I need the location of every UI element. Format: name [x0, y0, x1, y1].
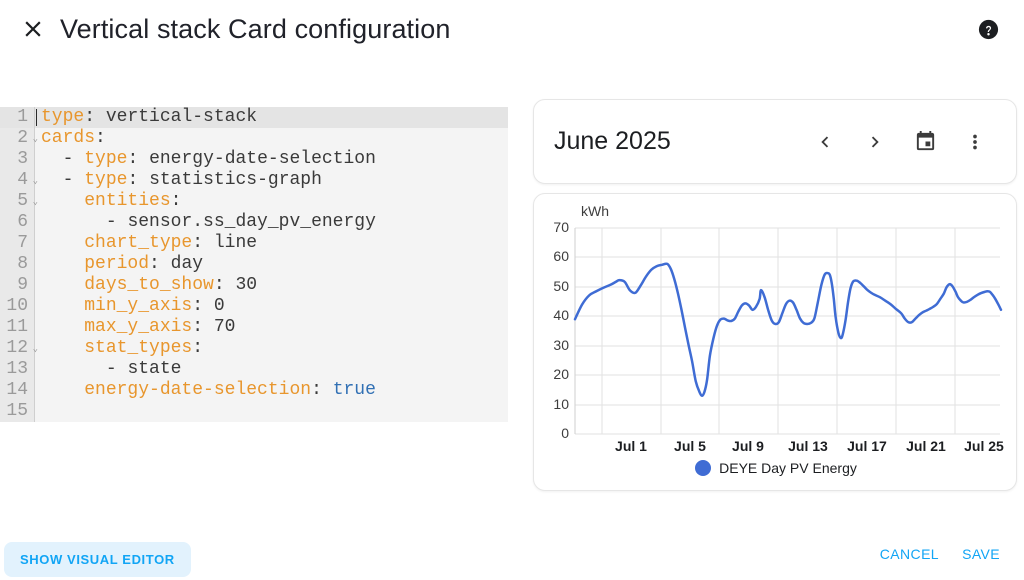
svg-text:0: 0: [561, 425, 569, 441]
svg-text:20: 20: [553, 366, 569, 382]
svg-text:Jul 13: Jul 13: [788, 438, 828, 454]
svg-text:30: 30: [553, 337, 569, 353]
svg-text:70: 70: [553, 219, 569, 235]
svg-text:Jul 1: Jul 1: [615, 438, 647, 454]
svg-text:50: 50: [553, 278, 569, 294]
svg-text:40: 40: [553, 307, 569, 323]
svg-text:Jul 9: Jul 9: [732, 438, 764, 454]
svg-text:Jul 5: Jul 5: [674, 438, 706, 454]
svg-text:60: 60: [553, 248, 569, 264]
svg-text:kWh: kWh: [581, 203, 609, 219]
svg-text:Jul 21: Jul 21: [906, 438, 946, 454]
svg-text:Jul 17: Jul 17: [847, 438, 887, 454]
svg-text:Jul 25: Jul 25: [964, 438, 1004, 454]
svg-text:10: 10: [553, 396, 569, 412]
